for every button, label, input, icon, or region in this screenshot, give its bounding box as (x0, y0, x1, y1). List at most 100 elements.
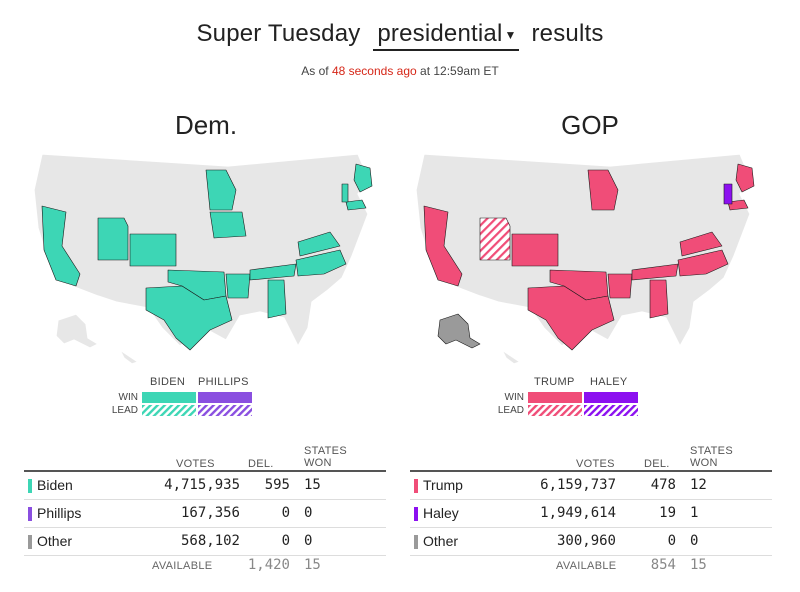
delegates-value: 0 (281, 505, 290, 521)
gop-results-map[interactable] (410, 150, 780, 370)
chevron-down-icon: ▼ (504, 27, 517, 42)
alaska-shape (55, 313, 99, 349)
asof-prefix: As of (301, 64, 329, 78)
legend-candidate-2: PHILLIPS (198, 376, 249, 388)
states-won-value: 0 (304, 533, 313, 549)
available-delegates: 1,420 (247, 557, 290, 573)
states-won-value: 15 (304, 477, 321, 493)
states-won-value: 0 (690, 533, 699, 549)
available-states: 15 (690, 557, 707, 573)
votes-value: 167,356 (180, 505, 240, 521)
states-won-value: 0 (304, 505, 313, 521)
candidate-color-chip (414, 507, 418, 521)
state-ar (607, 273, 633, 299)
gop-legend: TRUMP HALEY WIN LEAD (498, 376, 638, 420)
timestamp-line: As of 48 seconds ago at 12:59am ET (0, 64, 800, 78)
state-al (267, 279, 287, 319)
candidate-name: Phillips (37, 505, 82, 521)
votes-value: 568,102 (180, 533, 240, 549)
table-row[interactable]: Biden 4,715,935 595 15 (24, 472, 386, 500)
state-vt (723, 183, 733, 205)
state-nc (677, 249, 729, 277)
state-ut-lead (479, 217, 511, 261)
state-mn (587, 169, 619, 211)
state-ia (209, 211, 247, 239)
available-row: AVAILABLE 1,420 15 (24, 557, 386, 577)
alaska-shape (437, 313, 481, 349)
state-tx (145, 285, 233, 351)
state-ar (225, 273, 251, 299)
col-delegates: DEL. (644, 458, 670, 470)
hawaii-shape (501, 349, 521, 365)
state-me (735, 163, 755, 193)
dem-legend: BIDEN PHILLIPS WIN LEAD (112, 376, 252, 420)
state-ma (727, 199, 749, 211)
state-co (129, 233, 177, 267)
delegates-value: 0 (281, 533, 290, 549)
legend-win-biden (142, 392, 196, 403)
race-type-value: presidential (377, 20, 503, 47)
state-al (649, 279, 669, 319)
state-va (297, 231, 341, 257)
col-states-line1: STATES (304, 445, 347, 457)
votes-value: 4,715,935 (164, 477, 240, 493)
state-vt (341, 183, 349, 203)
available-label: AVAILABLE (152, 560, 213, 572)
candidate-color-chip (414, 479, 418, 493)
state-ma (345, 199, 367, 211)
gop-panel-title: GOP (561, 110, 619, 140)
table-header: VOTES DEL. STATES WON (24, 440, 386, 472)
col-states-line2: WON (690, 457, 718, 469)
table-row[interactable]: Phillips 167,356 0 0 (24, 500, 386, 528)
state-va (679, 231, 723, 257)
votes-value: 300,960 (556, 533, 616, 549)
page-title: Super Tuesday presidential ▼ results (0, 20, 800, 51)
dem-results-map[interactable] (28, 150, 398, 370)
delegates-value: 0 (667, 533, 676, 549)
col-states-line1: STATES (690, 445, 733, 457)
state-ut (97, 217, 129, 261)
title-prefix: Super Tuesday (196, 20, 361, 47)
available-row: AVAILABLE 854 15 (410, 557, 772, 577)
state-ca (423, 205, 463, 287)
legend-lead-biden (142, 405, 196, 416)
candidate-color-chip (28, 507, 32, 521)
legend-lead-haley (584, 405, 638, 416)
candidate-name: Haley (423, 505, 459, 521)
table-row[interactable]: Trump 6,159,737 478 12 (410, 472, 772, 500)
legend-candidate-1: TRUMP (534, 376, 575, 388)
delegates-value: 478 (650, 477, 676, 493)
legend-win-trump (528, 392, 582, 403)
candidate-color-chip (28, 535, 32, 549)
state-co (511, 233, 559, 267)
available-label: AVAILABLE (556, 560, 617, 572)
race-type-dropdown[interactable]: presidential ▼ (373, 20, 519, 51)
candidate-name: Other (37, 533, 73, 549)
state-mn (205, 169, 237, 211)
col-states-line2: WON (304, 457, 332, 469)
elapsed-time: 48 seconds ago (331, 64, 417, 78)
table-row[interactable]: Haley 1,949,614 19 1 (410, 500, 772, 528)
table-header: VOTES DEL. STATES WON (410, 440, 772, 472)
candidate-color-chip (414, 535, 418, 549)
votes-value: 6,159,737 (540, 477, 616, 493)
state-ca (41, 205, 81, 287)
candidate-color-chip (28, 479, 32, 493)
candidate-name: Biden (37, 477, 73, 493)
table-row[interactable]: Other 568,102 0 0 (24, 528, 386, 556)
votes-value: 1,949,614 (540, 505, 616, 521)
legend-win-phillips (198, 392, 252, 403)
legend-lead-trump (528, 405, 582, 416)
table-row[interactable]: Other 300,960 0 0 (410, 528, 772, 556)
col-delegates: DEL. (248, 458, 274, 470)
col-votes: VOTES (176, 458, 215, 470)
state-me (353, 163, 373, 193)
title-suffix: results (531, 20, 604, 47)
legend-candidate-1: BIDEN (150, 376, 186, 388)
candidate-name: Other (423, 533, 459, 549)
col-votes: VOTES (576, 458, 615, 470)
dem-panel-title: Dem. (174, 110, 238, 140)
state-tn (631, 263, 679, 281)
state-nc (295, 249, 347, 277)
